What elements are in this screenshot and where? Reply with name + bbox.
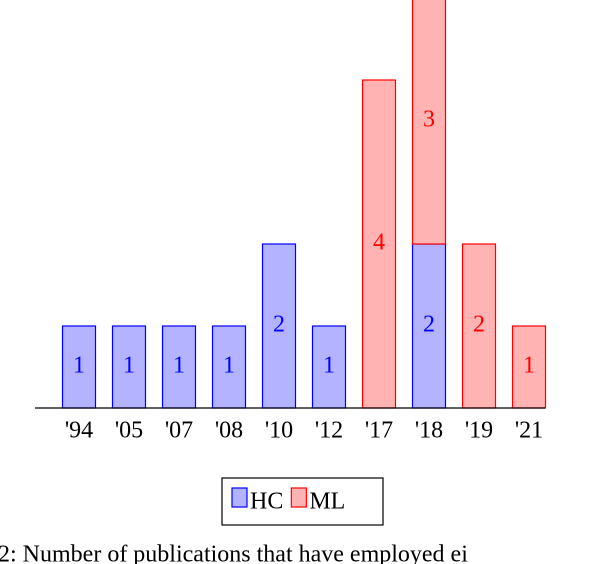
data-label: 1	[73, 353, 85, 379]
legend-label: ML	[309, 489, 345, 515]
x-tick-label: '17	[365, 418, 393, 444]
x-tick-label: '05	[115, 418, 143, 444]
x-tick-label: '07	[165, 418, 193, 444]
data-label: 4	[373, 230, 385, 256]
legend-label: HC	[250, 489, 283, 515]
x-tick-label: '08	[215, 418, 243, 444]
data-label: 1	[173, 353, 185, 379]
data-label: 1	[123, 353, 135, 379]
x-tick-label: '94	[65, 418, 93, 444]
bar-segment	[161, 325, 197, 409]
bar-segment	[411, 0, 447, 245]
data-label: 2	[273, 312, 285, 338]
x-tick-label: '10	[265, 418, 293, 444]
bar-segment	[361, 79, 397, 409]
x-tick-label: '18	[415, 418, 443, 444]
data-label: 1	[323, 353, 335, 379]
data-label: 3	[423, 107, 435, 133]
data-label: 2	[423, 312, 435, 338]
x-tick-label: '19	[465, 418, 493, 444]
legend-swatch	[290, 487, 307, 508]
x-tick-label: '21	[515, 418, 543, 444]
legend-swatch	[231, 487, 248, 508]
data-label: 1	[223, 353, 235, 379]
bar-segment	[61, 325, 97, 409]
data-label: 2	[473, 312, 485, 338]
bar-segment	[511, 325, 547, 409]
data-label: 1	[523, 353, 535, 379]
bar-segment	[461, 243, 497, 409]
bar-segment	[261, 243, 297, 409]
x-tick-label: '12	[315, 418, 343, 444]
caption: 2: Number of publications that have empl…	[0, 542, 468, 564]
